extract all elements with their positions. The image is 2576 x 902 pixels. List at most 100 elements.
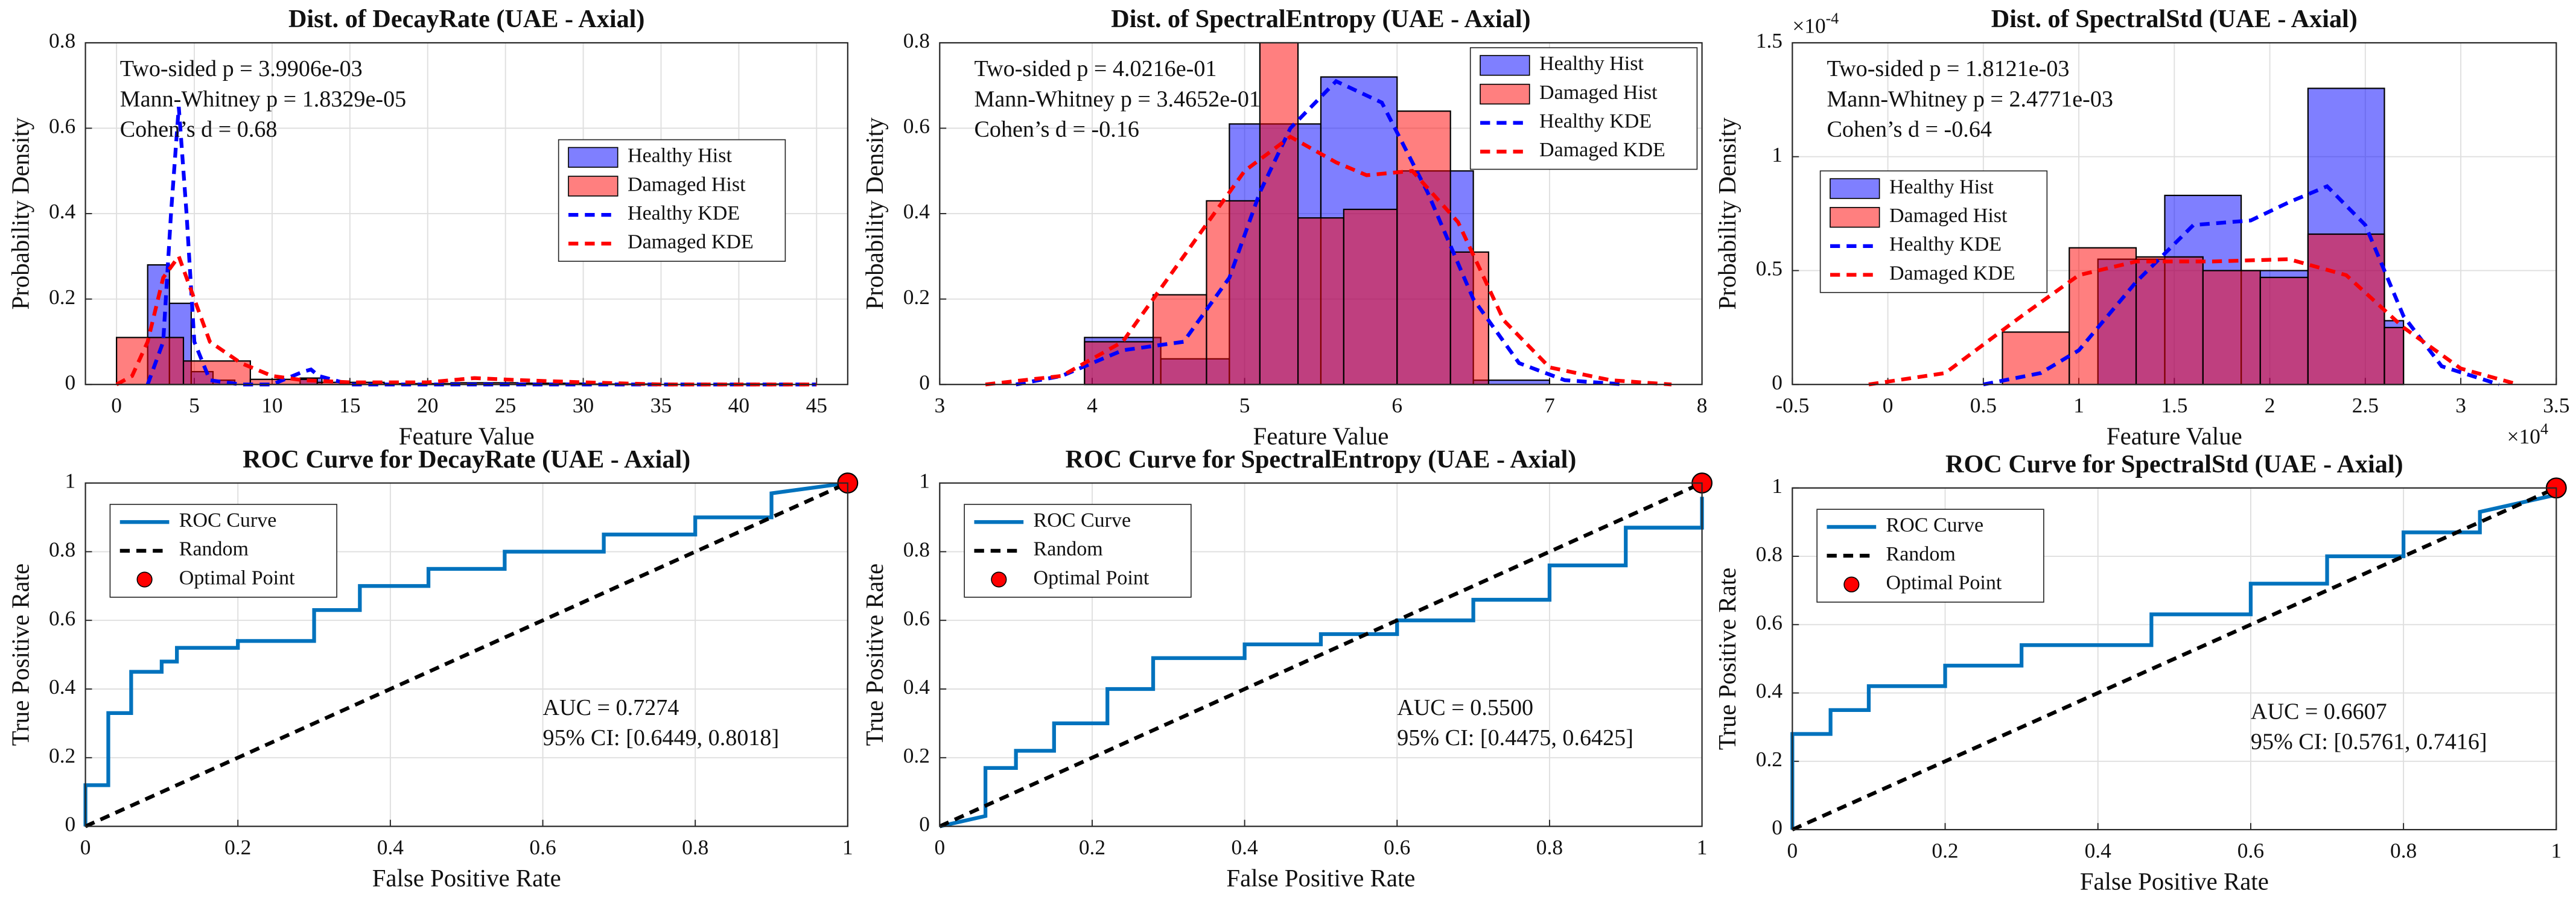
x-tick-label: 3 xyxy=(2455,393,2466,417)
x-tick-label: 1 xyxy=(2073,393,2084,417)
multiplier-base: ×10 xyxy=(1792,14,1825,38)
annotation: AUC = 0.5500 xyxy=(1397,695,1533,720)
legend-label: ROC Curve xyxy=(1886,514,1984,536)
x-tick-label: 0.8 xyxy=(1536,835,1563,859)
annotation: Mann-Whitney p = 1.8329e-05 xyxy=(120,86,406,112)
x-tick-label: 0.4 xyxy=(1232,835,1259,859)
y-tick-label: 0.6 xyxy=(1756,610,1783,634)
legend-label: Healthy Hist xyxy=(1889,176,1994,198)
multiplier-exponent: 4 xyxy=(2540,420,2548,437)
y-tick-label: 0.8 xyxy=(1756,542,1783,566)
y-tick-label: 0.8 xyxy=(49,28,75,52)
legend-label: Damaged KDE xyxy=(1539,139,1665,161)
y-tick-label: 0.4 xyxy=(49,675,76,699)
annotation: Mann-Whitney p = 2.4771e-03 xyxy=(1827,86,2113,112)
x-tick-label: 0.4 xyxy=(377,835,404,859)
legend-swatch xyxy=(1830,207,1880,228)
x-axis-label: Feature Value xyxy=(1253,422,1389,449)
legend-swatch xyxy=(991,571,1007,588)
x-tick-label: 15 xyxy=(339,393,360,417)
x-axis-label: False Positive Rate xyxy=(372,865,561,892)
x-axis-label: Feature Value xyxy=(399,422,535,449)
histogram-bar xyxy=(2202,270,2261,386)
x-tick-label: 0.2 xyxy=(1079,835,1105,859)
histogram-bar xyxy=(1206,200,1261,386)
y-axis-label: True Positive Rate xyxy=(861,564,888,746)
line xyxy=(1792,486,2557,831)
line xyxy=(84,481,849,828)
histogram-bar xyxy=(1343,208,1398,386)
annotation: Mann-Whitney p = 3.4652e-01 xyxy=(974,86,1260,112)
legend-swatch xyxy=(568,147,619,168)
legend-swatch xyxy=(1480,83,1530,105)
x-tick-label: 1.5 xyxy=(2161,393,2187,417)
y-tick-label: 0.8 xyxy=(903,538,930,562)
legend-label: Random xyxy=(1886,543,1956,565)
y-tick-label: 0.2 xyxy=(1756,747,1783,771)
y-tick-label: 0.2 xyxy=(903,743,930,767)
y-axis-label: True Positive Rate xyxy=(7,564,34,746)
x-tick-label: 0.8 xyxy=(2390,838,2417,862)
x-tick-label: 7 xyxy=(1544,393,1555,417)
x-tick-label: 2.5 xyxy=(2352,393,2379,417)
histogram-bar xyxy=(1259,42,1299,386)
legend-label: Healthy KDE xyxy=(1889,233,2002,256)
y-tick-label: 0.6 xyxy=(903,606,930,630)
y-tick-label: 0 xyxy=(919,812,930,836)
x-tick-label: -0.5 xyxy=(1775,393,1809,417)
histogram-bar xyxy=(2002,331,2070,386)
x-tick-label: 45 xyxy=(806,393,827,417)
y-tick-label: 0 xyxy=(65,812,76,836)
chart-title: ROC Curve for SpectralEntropy (UAE - Axi… xyxy=(1066,445,1577,474)
legend-label: Random xyxy=(1034,538,1103,561)
chart-title: ROC Curve for SpectralStd (UAE - Axial) xyxy=(1945,450,2403,478)
legend-label: Damaged KDE xyxy=(1889,262,2015,284)
y-tick-label: 1 xyxy=(1772,474,1783,498)
x-tick-label: 0.6 xyxy=(2237,838,2264,862)
annotation: Cohen’s d = 0.68 xyxy=(120,117,278,142)
histogram-bar xyxy=(1449,251,1489,386)
y-tick-label: 1.5 xyxy=(1756,28,1783,52)
x-tick-label: 0 xyxy=(1883,393,1894,417)
y-axis-label: Probability Density xyxy=(7,117,34,310)
multiplier-base: ×10 xyxy=(2507,424,2540,448)
annotation: AUC = 0.6607 xyxy=(2251,699,2387,724)
histogram-bar xyxy=(2307,233,2385,386)
x-tick-label: 6 xyxy=(1391,393,1402,417)
x-tick-label: 25 xyxy=(495,393,516,417)
y-tick-label: 0 xyxy=(919,370,930,394)
axes-frame xyxy=(1792,42,2557,386)
x-tick-label: 0.6 xyxy=(1384,835,1410,859)
axis-multiplier: ×10-4 xyxy=(1792,10,1839,38)
x-tick-label: 30 xyxy=(573,393,594,417)
y-tick-label: 0.6 xyxy=(49,606,75,630)
annotation: 95% CI: [0.6449, 0.8018] xyxy=(543,725,780,751)
x-tick-label: 2 xyxy=(2265,393,2275,417)
y-tick-label: 0.4 xyxy=(1756,679,1783,703)
legend-swatch xyxy=(568,176,619,197)
y-axis-label: Probability Density xyxy=(861,117,888,310)
legend-label: Optimal Point xyxy=(1034,567,1150,589)
legend-label: Optimal Point xyxy=(1886,572,2002,594)
multiplier-exponent: -4 xyxy=(1826,10,1839,27)
x-tick-label: 0 xyxy=(934,835,945,859)
y-tick-label: 0.6 xyxy=(49,114,75,138)
y-tick-label: 1 xyxy=(65,469,76,493)
y-axis-label: Probability Density xyxy=(1714,117,1741,310)
line xyxy=(83,481,848,827)
annotation: Cohen’s d = -0.16 xyxy=(974,117,1139,142)
x-tick-label: 0.8 xyxy=(682,835,708,859)
legend-label: Optimal Point xyxy=(179,567,295,589)
line xyxy=(939,481,1703,828)
annotation: Two-sided p = 1.8121e-03 xyxy=(1827,56,2070,81)
y-tick-label: 0.8 xyxy=(49,538,75,562)
y-tick-label: 0 xyxy=(1772,815,1783,839)
annotation: Cohen’s d = -0.64 xyxy=(1827,117,1992,142)
y-tick-label: 0.6 xyxy=(903,114,930,138)
axes-frame xyxy=(939,42,1703,386)
y-tick-label: 0.2 xyxy=(903,285,930,309)
histogram-bar xyxy=(1152,294,1207,386)
legend-label: Healthy Hist xyxy=(1539,52,1644,75)
y-tick-label: 0 xyxy=(1772,370,1783,394)
